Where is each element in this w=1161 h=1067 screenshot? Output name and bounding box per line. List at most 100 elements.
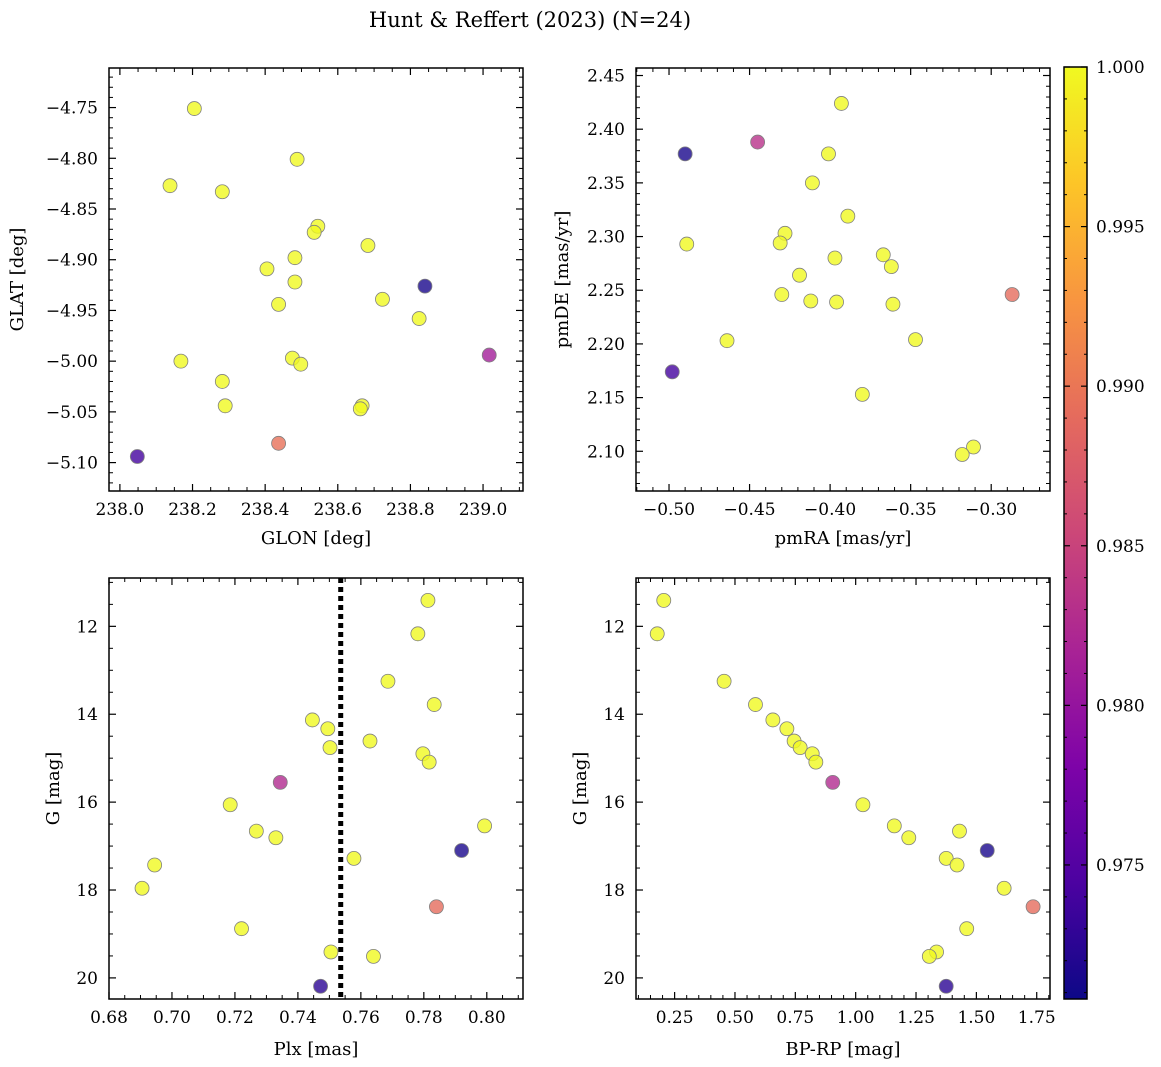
scatter-point xyxy=(821,146,836,162)
scatter-point xyxy=(214,374,230,389)
scatter-point xyxy=(938,850,954,866)
panel-plx-g-frame xyxy=(108,577,524,1000)
scatter-point xyxy=(779,721,795,737)
scatter-point xyxy=(352,401,368,417)
scatter-point xyxy=(426,697,442,712)
x-tick-label: 0.74 xyxy=(279,1008,317,1028)
colorbar-tick-label: 0.985 xyxy=(1096,537,1145,557)
scatter-point xyxy=(679,236,695,252)
y-tick-label: 2.20 xyxy=(587,335,625,355)
scatter-point xyxy=(454,843,470,858)
x-tick-label: 0.75 xyxy=(776,1008,814,1028)
x-tick-label: 0.70 xyxy=(153,1008,191,1028)
scatter-point xyxy=(804,175,820,191)
scatter-point xyxy=(268,830,284,846)
scatter-point xyxy=(313,978,328,994)
panel-glon-glat-points xyxy=(129,101,497,464)
scatter-point xyxy=(885,296,901,312)
scatter-point xyxy=(410,626,426,642)
scatter-point xyxy=(886,818,902,834)
panel-plx-g-ylabel: G [mag] xyxy=(43,752,64,825)
panel-pmra-pmde-xlabel: pmRA [mas/yr] xyxy=(775,528,912,549)
y-tick-label: 12 xyxy=(76,617,98,637)
scatter-point xyxy=(304,712,320,728)
x-tick-label: −0.30 xyxy=(965,500,1017,520)
x-tick-label: 0.78 xyxy=(405,1008,443,1028)
x-tick-label: 238.4 xyxy=(241,500,290,520)
y-tick-label: 12 xyxy=(603,617,625,637)
y-tick-label: −5.05 xyxy=(46,403,98,423)
x-tick-label: 0.76 xyxy=(342,1008,380,1028)
scatter-point xyxy=(716,673,732,689)
panel-pmra-pmde-ticks: −0.50 −0.45 −0.40 −0.35 −0.30 2.10 2.15 2.20 2.2… xyxy=(587,67,1050,520)
scatter-point xyxy=(173,353,189,369)
y-tick-label: −4.90 xyxy=(46,251,98,271)
scatter-point xyxy=(162,178,178,194)
panel-plx-g-xlabel: Plx [mas] xyxy=(274,1039,359,1060)
y-tick-label: 16 xyxy=(76,793,98,813)
scatter-point xyxy=(677,146,693,162)
y-tick-label: 14 xyxy=(603,705,625,725)
scatter-point xyxy=(147,857,163,873)
scatter-point xyxy=(320,721,336,737)
y-tick-label: −4.80 xyxy=(46,149,98,169)
scatter-point xyxy=(833,96,849,111)
scatter-point xyxy=(854,386,870,402)
scatter-point xyxy=(952,823,967,839)
panel-bprp-g-ylabel: G [mag] xyxy=(570,752,591,825)
scatter-point xyxy=(765,712,781,728)
panel-pmra-pmde-ylabel: pmDE [mas/yr] xyxy=(552,211,573,349)
scatter-point xyxy=(289,151,305,167)
scatter-point xyxy=(272,774,288,790)
scatter-point xyxy=(979,843,995,858)
scatter-point xyxy=(840,208,856,224)
x-tick-label: −0.50 xyxy=(643,500,695,520)
scatter-point xyxy=(656,593,672,608)
scatter-point xyxy=(792,267,807,283)
scatter-point xyxy=(346,850,362,866)
panel-plx-g-ticks: 0.68 0.70 0.72 0.74 0.76 0.78 0.80 12 14 16 18 20 xyxy=(76,578,523,1028)
scatter-point xyxy=(855,797,871,813)
scatter-point xyxy=(429,899,444,915)
y-tick-label: 2.40 xyxy=(587,120,625,140)
scatter-point xyxy=(234,921,249,937)
scatter-point xyxy=(803,293,819,309)
scatter-point xyxy=(293,356,309,372)
scatter-point xyxy=(217,398,233,414)
panel-bprp-g-points xyxy=(649,593,1041,994)
x-tick-label: 238.8 xyxy=(386,500,435,520)
scatter-point xyxy=(901,830,917,846)
panel-glon-glat-frame xyxy=(108,67,524,492)
y-tick-label: 2.15 xyxy=(587,389,625,409)
scatter-point xyxy=(420,593,436,608)
scatter-point xyxy=(481,347,497,363)
scatter-point xyxy=(966,439,981,455)
colorbar-tick-label: 0.975 xyxy=(1096,856,1145,876)
scatter-point xyxy=(323,944,339,960)
scatter-point xyxy=(134,880,150,896)
scatter-point xyxy=(366,948,381,964)
scatter-point xyxy=(792,740,808,756)
y-tick-label: 14 xyxy=(76,705,98,725)
x-tick-label: −0.45 xyxy=(724,500,776,520)
scatter-point xyxy=(287,250,303,266)
y-tick-label: 2.30 xyxy=(587,228,625,248)
scatter-point xyxy=(719,333,735,349)
y-tick-label: 20 xyxy=(76,969,98,989)
scatter-point xyxy=(1004,287,1020,302)
colorbar-frame xyxy=(1063,66,1088,1000)
scatter-point xyxy=(829,294,844,310)
panel-glon-glat: 238.0 238.2 238.4 238.6 238.8 239.0 −4.75 −4.80… xyxy=(7,67,524,549)
x-tick-label: 0.25 xyxy=(656,1008,694,1028)
panel-bprp-g: 0.25 0.50 0.75 1.00 1.25 1.50 1.75 12 14 16 18 20 B… xyxy=(570,577,1056,1060)
x-tick-label: 1.00 xyxy=(837,1008,875,1028)
panel-bprp-g-frame xyxy=(635,577,1051,1000)
scatter-point xyxy=(360,238,376,253)
panel-bprp-g-ticks: 0.25 0.50 0.75 1.00 1.25 1.50 1.75 12 14 16 18 20 xyxy=(603,578,1056,1028)
scatter-point xyxy=(827,250,843,266)
colorbar-tick-label: 1.000 xyxy=(1096,58,1145,78)
x-tick-label: −0.40 xyxy=(804,500,856,520)
y-tick-label: −4.95 xyxy=(46,301,98,321)
y-tick-label: 2.10 xyxy=(587,442,625,462)
panel-plx-g-points xyxy=(134,578,492,999)
